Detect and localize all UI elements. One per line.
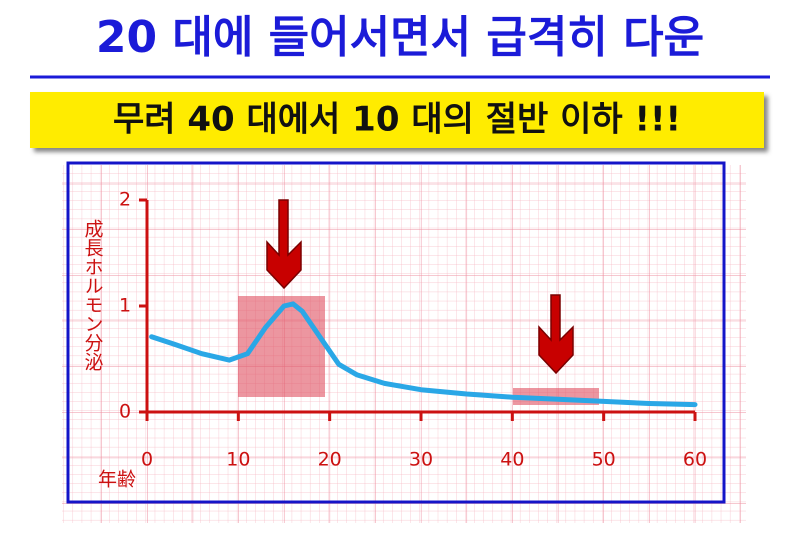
frame — [66, 161, 726, 504]
y-tick-label: 0 — [119, 401, 131, 423]
x-tick-label: 30 — [409, 449, 433, 471]
arrow — [266, 199, 302, 290]
x-tick-label: 20 — [318, 449, 342, 471]
chart-subtitle: 무려 40 대에서 10 대의 절반 이하 !!! — [113, 100, 681, 140]
x-tick-label: 10 — [226, 449, 250, 471]
x-tick-label: 60 — [683, 449, 707, 471]
y-tick-label: 2 — [119, 189, 131, 211]
y-axis-label: 成長ホルモン分泌 — [82, 219, 104, 371]
x-tick-label: 50 — [592, 449, 616, 471]
line — [149, 301, 698, 408]
arrow — [538, 294, 574, 375]
graph-paper-major — [62, 165, 746, 523]
x-tick-label: 0 — [141, 449, 153, 471]
subtitle-box — [30, 92, 764, 148]
chart-title: 20 대에 들어서면서 급격히 다운 — [96, 12, 704, 63]
x-axis-label: 年齢 — [98, 469, 136, 491]
y-tick-label: 1 — [119, 295, 131, 317]
x-tick-label: 40 — [500, 449, 524, 471]
